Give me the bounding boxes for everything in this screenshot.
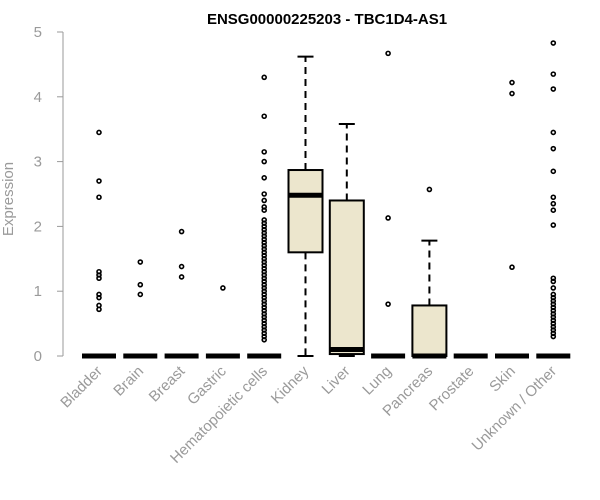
box-breast — [164, 228, 199, 359]
x-tick-label: Brain — [110, 363, 147, 400]
x-tick-label: Lung — [359, 363, 395, 399]
box-brain — [123, 259, 158, 359]
box-gastric — [205, 285, 240, 359]
outlier-point — [550, 71, 557, 77]
y-tick-label: 5 — [34, 24, 42, 41]
x-tick-label: Bladder — [57, 363, 106, 412]
outlier-point — [550, 333, 557, 340]
outlier-point — [261, 197, 268, 204]
outlier-point — [509, 90, 515, 97]
x-tick-label: Prostate — [426, 363, 478, 415]
outlier-point — [220, 285, 226, 291]
outlier-point — [509, 79, 515, 86]
outlier-point — [96, 306, 102, 313]
x-tick-label: Kidney — [268, 362, 313, 407]
outlier-point — [550, 285, 557, 291]
outlier-point — [550, 86, 557, 92]
boxes — [82, 40, 571, 359]
outlier-point — [96, 178, 102, 184]
iqr-box — [328, 199, 365, 356]
box-skin — [495, 79, 529, 359]
box-pancreas — [411, 186, 448, 359]
outlier-point — [550, 129, 557, 136]
outlier-point — [137, 259, 144, 265]
outlier-point — [137, 291, 144, 298]
outlier-point — [509, 264, 515, 271]
outlier-point — [550, 207, 557, 213]
chart-title: ENSG00000225203 - TBC1D4-AS1 — [207, 11, 447, 28]
y-tick-label: 4 — [34, 89, 42, 106]
outlier-point — [178, 274, 185, 280]
outlier-point — [178, 263, 185, 270]
outlier-point — [426, 186, 433, 193]
outlier-point — [261, 74, 268, 81]
y-tick-label: 0 — [34, 348, 42, 365]
outlier-point — [261, 158, 268, 165]
outlier-point — [261, 175, 268, 181]
outlier-point — [261, 191, 268, 197]
outlier-point — [261, 207, 268, 213]
outlier-point — [96, 194, 102, 201]
x-tick-label: Breast — [146, 362, 189, 405]
outlier-point — [261, 113, 268, 120]
box-bladder — [82, 129, 116, 359]
x-tick-label: Liver — [319, 363, 354, 398]
outlier-point — [261, 149, 268, 155]
box-lung — [371, 50, 406, 359]
iqr-box — [287, 169, 324, 254]
outlier-point — [261, 336, 268, 343]
outlier-point — [550, 278, 557, 285]
outlier-point — [550, 145, 557, 152]
box-unknown-other — [536, 40, 571, 359]
outlier-point — [385, 215, 391, 221]
x-tick-label: Skin — [486, 363, 519, 396]
y-tick-label: 2 — [34, 218, 42, 235]
outlier-point — [550, 200, 557, 207]
outlier-point — [550, 194, 557, 201]
outlier-point — [385, 50, 391, 57]
outlier-point — [550, 40, 557, 46]
box-hematopoietic-cells — [247, 74, 282, 359]
y-tick-label: 3 — [34, 154, 42, 171]
outlier-point — [96, 129, 102, 136]
y-axis-label: Expression — [0, 162, 17, 236]
box-liver — [328, 123, 365, 357]
outlier-point — [178, 228, 185, 235]
outlier-point — [550, 168, 557, 175]
y-tick-label: 1 — [34, 283, 42, 300]
axes: 0 1 2 3 4 5 — [34, 24, 64, 365]
outlier-point — [137, 281, 144, 288]
box-kidney — [287, 55, 324, 357]
outlier-point — [96, 275, 102, 282]
iqr-box — [411, 304, 448, 357]
outlier-point — [550, 222, 557, 228]
outlier-point — [96, 294, 102, 301]
outlier-point — [385, 301, 391, 307]
